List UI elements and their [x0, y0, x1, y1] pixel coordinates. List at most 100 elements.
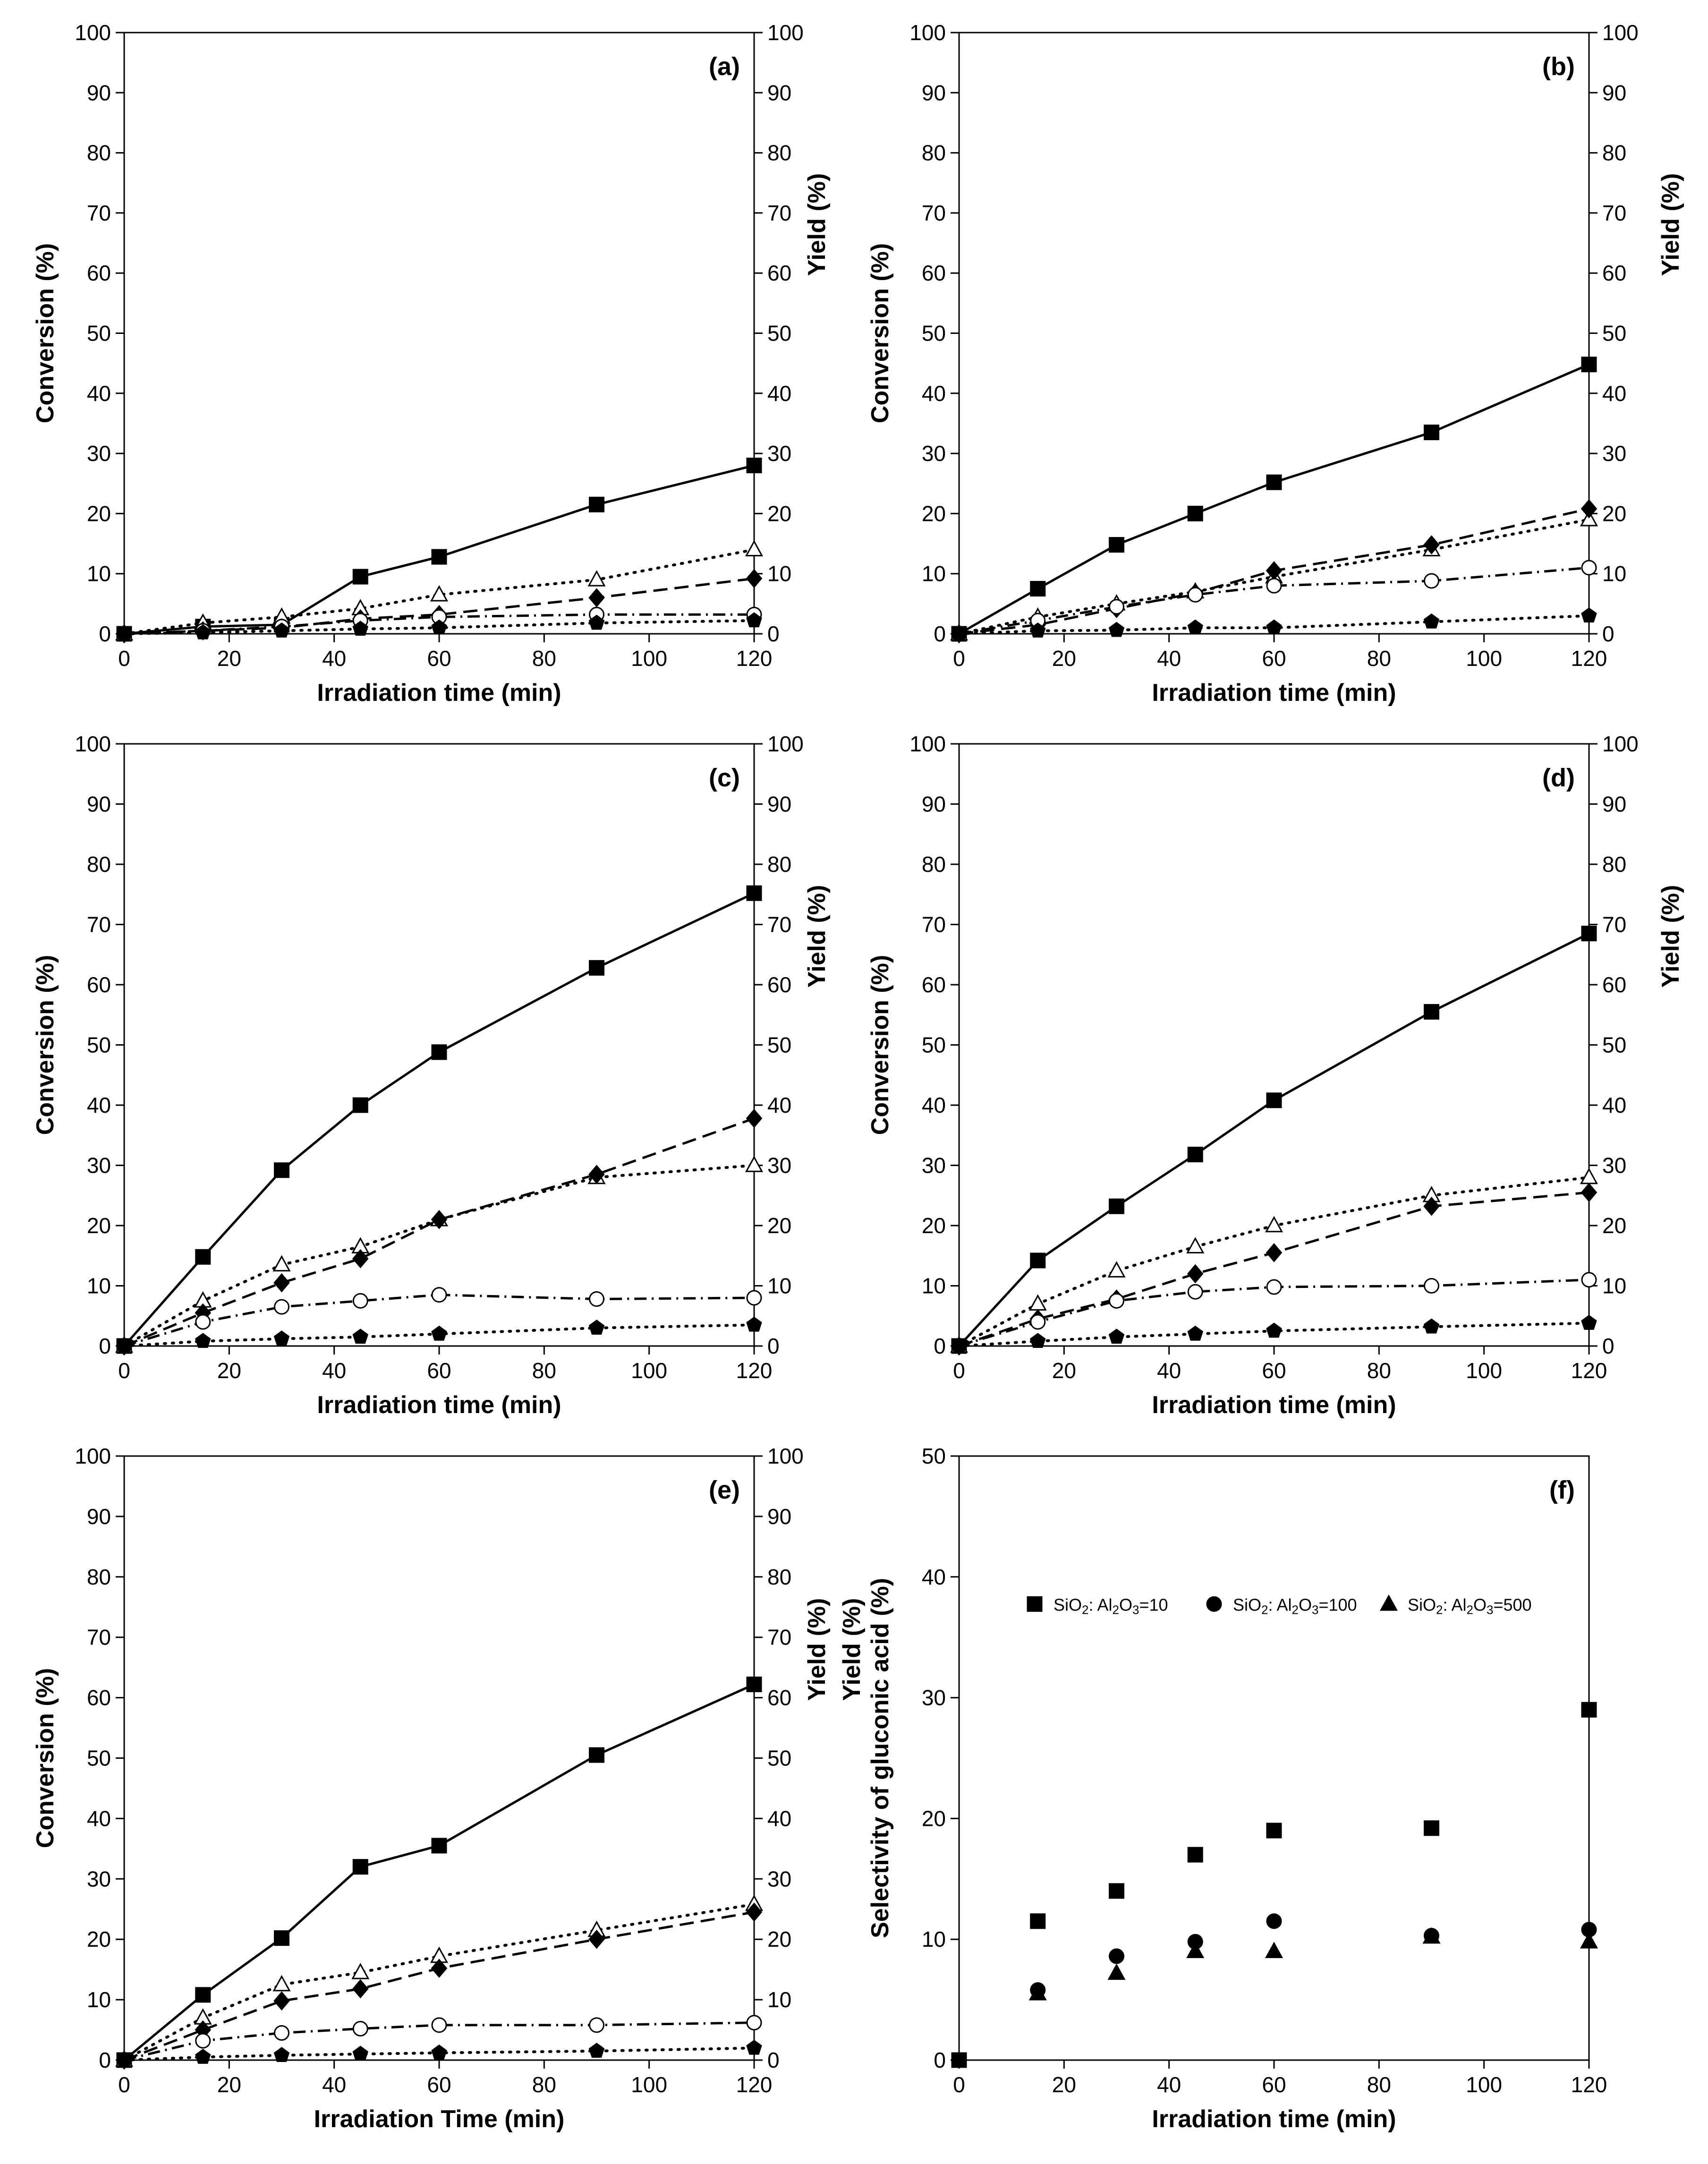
x-tick-label: 60 [1262, 1358, 1286, 1383]
data-point [195, 2033, 211, 2049]
data-point [1581, 499, 1598, 519]
y2-tick-label: 100 [767, 732, 804, 756]
y-tick-label: 0 [934, 2048, 946, 2072]
y2-tick-label: 50 [1602, 321, 1626, 346]
data-point [1030, 1333, 1046, 1348]
data-point [274, 1162, 289, 1178]
data-point [1424, 1004, 1439, 1020]
y-tick-label: 60 [87, 972, 111, 997]
y2-tick-label: 20 [1602, 1213, 1626, 1238]
data-point [1580, 510, 1598, 527]
series-5 [116, 612, 762, 641]
series-line [123, 892, 755, 1347]
data-point [273, 1273, 290, 1293]
panel-label: (d) [1542, 764, 1575, 792]
data-point [1109, 537, 1124, 553]
y-tick-label: 50 [87, 321, 111, 346]
y2-tick-label: 60 [767, 972, 791, 997]
x-axis-title: Irradiation time (min) [317, 1391, 561, 1419]
chart-panel-2: 0 20 40 60 80 100 1200102030405060708090100010… [867, 20, 1684, 707]
series-4 [116, 1287, 762, 1354]
data-point [588, 1165, 605, 1184]
y-axis-title-behind: Yield (%) [838, 1598, 866, 1701]
y2-tick-label: 30 [767, 1866, 791, 1891]
data-point [1423, 1318, 1440, 1334]
legend-text-part: O [1119, 1595, 1132, 1614]
y-tick-label: 0 [99, 1334, 111, 1358]
data-point [1424, 1820, 1439, 1836]
x-tick-label: 60 [427, 646, 451, 671]
y-tick-label: 100 [909, 732, 946, 756]
x-tick-label: 120 [736, 1358, 773, 1383]
y2-tick-label: 100 [1602, 20, 1639, 45]
y-tick-label: 100 [75, 732, 111, 756]
y-tick-label: 60 [87, 1686, 111, 1710]
legend-subscript: 3 [1132, 1603, 1139, 1617]
x-tick-label: 100 [631, 646, 667, 671]
data-point [1030, 1314, 1046, 1330]
plot-frame [123, 32, 755, 635]
y2-axis-title: Yield (%) [803, 173, 831, 276]
y2-tick-label: 0 [767, 1334, 780, 1358]
panel-label: (f) [1549, 1476, 1575, 1504]
data-point [587, 570, 606, 587]
y-tick-label: 40 [87, 1093, 111, 1117]
legend-text-part: : Al [1268, 1595, 1292, 1614]
y2-tick-label: 50 [767, 1746, 791, 1771]
y-tick-label: 50 [87, 1746, 111, 1771]
legend-subscript: 2 [1292, 1603, 1299, 1617]
x-tick-label: 120 [1571, 646, 1607, 671]
panel-label: (b) [1542, 52, 1575, 81]
x-tick-label: 120 [736, 646, 773, 671]
legend-subscript: 2 [1082, 1603, 1088, 1617]
y-tick-label: 20 [87, 1213, 111, 1238]
data-point [1266, 1913, 1282, 1929]
legend-text-part: O [1299, 1595, 1312, 1614]
x-axis-title: Irradiation Time (min) [314, 2105, 565, 2133]
series-5 [116, 1316, 762, 1353]
y-tick-label: 60 [87, 261, 111, 285]
data-point [1422, 1927, 1441, 1944]
y-tick-label: 30 [87, 441, 111, 466]
legend-subscript: 3 [1312, 1603, 1318, 1617]
y2-tick-label: 70 [767, 201, 791, 225]
data-point [746, 1316, 762, 1332]
data-point [352, 569, 368, 585]
x-tick-label: 120 [1571, 2072, 1607, 2097]
data-point [273, 1330, 290, 1346]
data-point [1108, 1329, 1125, 1344]
data-point [431, 619, 447, 635]
data-point [589, 2017, 604, 2033]
x-tick-label: 80 [1367, 1358, 1391, 1383]
series-2 [1030, 1913, 1597, 1998]
plot-frame [958, 1455, 1590, 2061]
y2-tick-label: 30 [1602, 1153, 1626, 1178]
y-tick-label: 80 [87, 852, 111, 877]
data-point [1266, 578, 1282, 594]
y2-axis-title: Yield (%) [803, 885, 831, 988]
data-point [1423, 1196, 1440, 1216]
data-point [116, 625, 132, 641]
y-axis-title: Conversion (%) [32, 1668, 59, 1848]
data-point [1028, 1294, 1047, 1311]
chart-panel-4: 0 20 40 60 80 100 1200102030405060708090100010… [867, 732, 1684, 1419]
series-3 [116, 1108, 763, 1356]
series-5 [951, 607, 1597, 641]
y2-tick-label: 40 [767, 381, 791, 406]
series-4 [951, 560, 1597, 642]
data-point [1581, 560, 1597, 576]
series-line [124, 1117, 755, 1347]
data-point [352, 1293, 368, 1309]
y2-tick-label: 70 [1602, 912, 1626, 937]
x-tick-label: 80 [1367, 2072, 1391, 2097]
data-point [1109, 1948, 1124, 1964]
y-tick-label: 0 [934, 1334, 946, 1358]
y-tick-label: 70 [87, 912, 111, 937]
data-point [352, 1249, 369, 1269]
y2-tick-label: 10 [1602, 1274, 1626, 1298]
y2-tick-label: 90 [1602, 792, 1626, 817]
legend-marker [1206, 1596, 1222, 1612]
x-tick-label: 60 [427, 1358, 451, 1383]
data-point [430, 585, 449, 602]
